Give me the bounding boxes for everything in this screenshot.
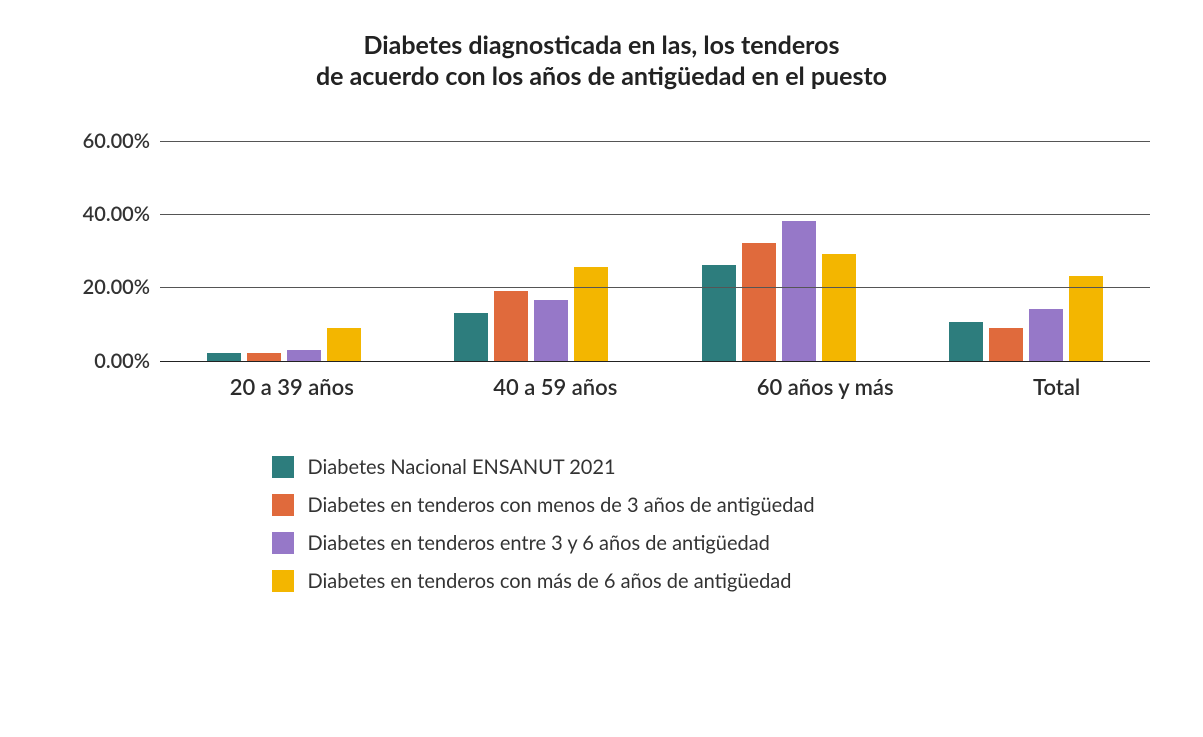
bar — [1069, 276, 1103, 360]
bar — [287, 350, 321, 361]
bar — [574, 267, 608, 361]
bar — [494, 291, 528, 361]
bar — [454, 313, 488, 361]
bar — [702, 265, 736, 360]
bars-container — [160, 141, 1150, 361]
legend-item: Diabetes Nacional ENSANUT 2021 — [272, 455, 932, 479]
x-axis-labels: 20 a 39 años 40 a 59 años 60 años y más Tot… — [160, 373, 1150, 400]
plot-area: 0.00%20.00%40.00%60.00% — [160, 141, 1150, 361]
legend-label: Diabetes en tenderos con más de 6 años d… — [308, 569, 792, 593]
bar — [989, 328, 1023, 361]
bar — [949, 322, 983, 361]
gridline — [160, 287, 1150, 288]
bar — [534, 300, 568, 361]
bar — [822, 254, 856, 360]
legend-swatch — [272, 570, 294, 592]
bar-group — [207, 141, 361, 361]
legend-label: Diabetes en tenderos entre 3 y 6 años de… — [308, 531, 770, 555]
chart-title-line2: de acuerdo con los años de antigüedad en… — [316, 61, 887, 91]
x-tick-label: 60 años y más — [757, 373, 894, 400]
legend: Diabetes Nacional ENSANUT 2021 Diabetes e… — [272, 455, 932, 593]
y-tick-label: 0.00% — [60, 349, 150, 373]
legend-swatch — [272, 494, 294, 516]
y-tick-label: 60.00% — [60, 129, 150, 153]
bar — [1029, 309, 1063, 360]
legend-item: Diabetes en tenderos entre 3 y 6 años de… — [272, 531, 932, 555]
x-tick-label: Total — [1033, 373, 1080, 400]
legend-label: Diabetes en tenderos con menos de 3 años… — [308, 493, 815, 517]
legend-swatch — [272, 532, 294, 554]
bar-group — [702, 141, 856, 361]
bar — [327, 328, 361, 361]
x-tick-label: 20 a 39 años — [230, 373, 354, 400]
bar-group — [949, 141, 1103, 361]
gridline — [160, 141, 1150, 142]
legend-swatch — [272, 456, 294, 478]
y-tick-label: 40.00% — [60, 202, 150, 226]
x-tick-label: 40 a 59 años — [493, 373, 617, 400]
bar — [207, 353, 241, 360]
legend-label: Diabetes Nacional ENSANUT 2021 — [308, 455, 616, 479]
chart-title-line1: Diabetes diagnosticada en las, los tende… — [364, 30, 840, 60]
bar — [782, 221, 816, 360]
legend-item: Diabetes en tenderos con más de 6 años d… — [272, 569, 932, 593]
bar-group — [454, 141, 608, 361]
bar — [742, 243, 776, 360]
y-tick-label: 20.00% — [60, 275, 150, 299]
chart-title: Diabetes diagnosticada en las, los tende… — [60, 30, 1143, 93]
bar — [247, 353, 281, 360]
legend-item: Diabetes en tenderos con menos de 3 años… — [272, 493, 932, 517]
diabetes-bar-chart: Diabetes diagnosticada en las, los tende… — [0, 0, 1203, 613]
gridline — [160, 361, 1150, 362]
gridline — [160, 214, 1150, 215]
